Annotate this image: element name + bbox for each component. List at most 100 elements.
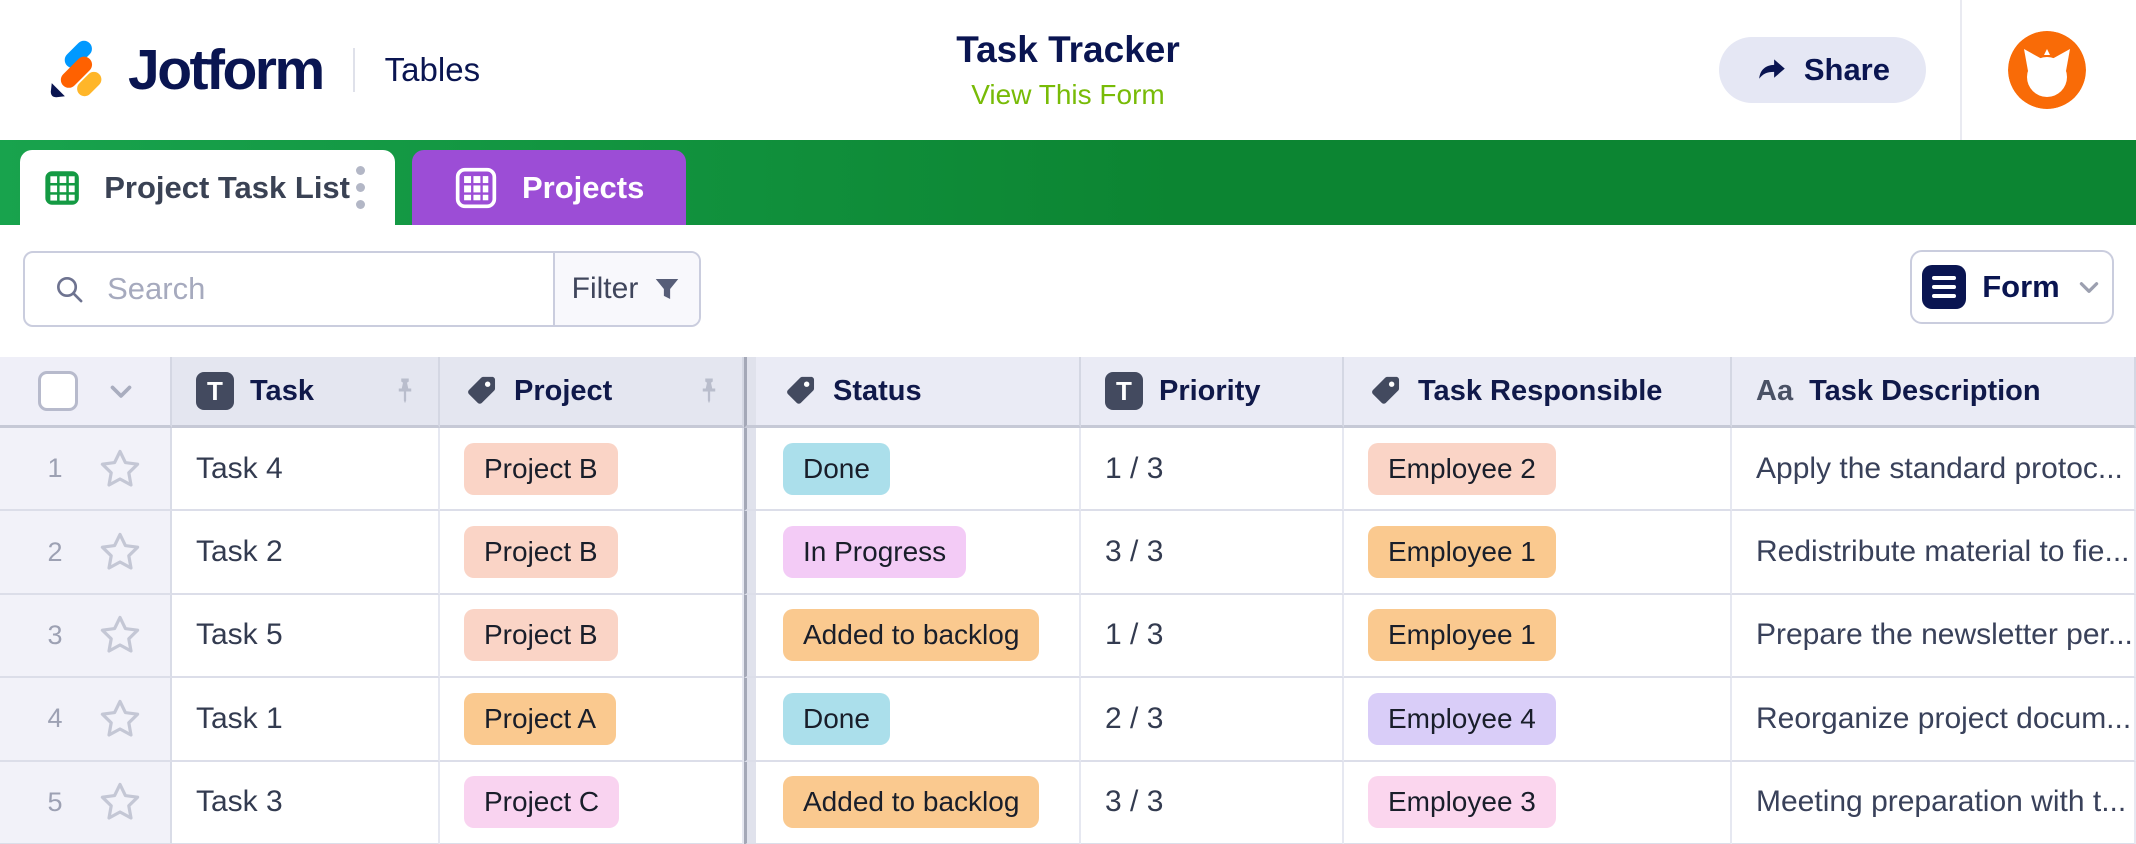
table-grid-icon <box>455 167 497 208</box>
search-input[interactable] <box>107 271 553 307</box>
cell-task[interactable]: Task 4 <box>172 428 440 512</box>
cell-description[interactable]: Reorganize project docum... <box>1732 678 2136 762</box>
filter-funnel-icon <box>656 279 679 299</box>
pin-icon[interactable] <box>390 376 420 406</box>
chevron-down-icon <box>2079 282 2098 293</box>
column-header-project[interactable]: Project <box>440 357 744 428</box>
filter-label: Filter <box>571 272 639 305</box>
cell-description[interactable]: Redistribute material to fie... <box>1732 511 2136 595</box>
row-gutter: 1 <box>0 428 172 512</box>
star-icon[interactable] <box>96 611 144 659</box>
column-label: Task <box>250 374 314 407</box>
share-button[interactable]: Share <box>1718 37 1926 103</box>
column-header-status[interactable]: Status <box>744 357 1081 428</box>
jotform-logo[interactable]: Jotform <box>48 37 325 103</box>
toolbar: Filter Form <box>0 225 2136 357</box>
status-badge: Added to backlog <box>783 609 1040 662</box>
text-column-icon: T <box>1105 372 1143 410</box>
project-badge: Project A <box>464 692 617 745</box>
star-icon[interactable] <box>96 445 144 493</box>
share-arrow-icon <box>1759 59 1785 79</box>
pin-icon[interactable] <box>694 376 724 406</box>
column-header-priority[interactable]: T Priority <box>1081 357 1344 428</box>
avatar[interactable] <box>2008 31 2086 109</box>
cell-priority[interactable]: 3 / 3 <box>1081 511 1344 595</box>
row-gutter: 3 <box>0 594 172 679</box>
column-label: Status <box>833 374 922 407</box>
tab-label: Projects <box>522 169 645 205</box>
cell-priority[interactable]: 2 / 3 <box>1081 678 1344 762</box>
cell-description[interactable]: Meeting preparation with t... <box>1732 761 2136 844</box>
cell-responsible[interactable]: Employee 4 <box>1344 678 1732 762</box>
text-column-icon: T <box>196 372 234 410</box>
cell-status[interactable]: Done <box>744 428 1081 512</box>
cell-priority[interactable]: 3 / 3 <box>1081 761 1344 844</box>
cell-description[interactable]: Prepare the newsletter per... <box>1732 594 2136 679</box>
column-label: Priority <box>1159 374 1261 407</box>
page-title: Task Tracker <box>956 29 1180 70</box>
cell-status[interactable]: Added to backlog <box>744 761 1081 844</box>
jotform-logo-icon <box>50 40 102 98</box>
responsible-badge: Employee 3 <box>1368 776 1556 829</box>
row-number: 1 <box>47 453 63 484</box>
tab-projects[interactable]: Projects <box>412 150 687 225</box>
project-badge: Project C <box>464 776 620 829</box>
cell-responsible[interactable]: Employee 3 <box>1344 761 1732 844</box>
column-label: Task Responsible <box>1418 374 1663 407</box>
view-this-form-link[interactable]: View This Form <box>971 79 1165 110</box>
column-label: Project <box>514 374 613 407</box>
tag-column-icon <box>787 376 815 404</box>
select-all-checkbox[interactable] <box>38 371 78 411</box>
cell-responsible[interactable]: Employee 1 <box>1344 594 1732 679</box>
cell-status[interactable]: Done <box>744 678 1081 762</box>
cell-responsible[interactable]: Employee 1 <box>1344 511 1732 595</box>
form-view-icon <box>1922 265 1967 309</box>
cell-project[interactable]: Project B <box>440 594 744 679</box>
column-header-task[interactable]: T Task <box>172 357 440 428</box>
tab-menu-kebab-icon[interactable] <box>350 160 371 215</box>
project-badge: Project B <box>464 526 618 579</box>
cell-status[interactable]: In Progress <box>744 511 1081 595</box>
column-header-task-responsible[interactable]: Task Responsible <box>1344 357 1732 428</box>
cell-task[interactable]: Task 1 <box>172 678 440 762</box>
responsible-badge: Employee 4 <box>1368 692 1556 745</box>
filter-button[interactable]: Filter <box>553 253 699 325</box>
cell-priority[interactable]: 1 / 3 <box>1081 594 1344 679</box>
cell-status[interactable]: Added to backlog <box>744 594 1081 679</box>
chevron-down-icon[interactable] <box>104 374 138 408</box>
search-icon <box>57 276 83 303</box>
status-badge: Added to backlog <box>783 776 1040 829</box>
form-view-label: Form <box>1982 269 2060 304</box>
column-header-task-description[interactable]: Aa Task Description <box>1732 357 2136 428</box>
responsible-badge: Employee 2 <box>1368 442 1556 495</box>
cell-responsible[interactable]: Employee 2 <box>1344 428 1732 512</box>
responsible-badge: Employee 1 <box>1368 526 1556 579</box>
cell-priority[interactable]: 1 / 3 <box>1081 428 1344 512</box>
search-control: Filter <box>23 251 701 327</box>
star-icon[interactable] <box>96 528 144 576</box>
select-all-header <box>0 357 172 428</box>
project-badge: Project B <box>464 609 618 662</box>
tab-project-task-list[interactable]: Project Task List <box>20 150 395 225</box>
column-label: Task Description <box>1809 374 2041 407</box>
view-selector-form-button[interactable]: Form <box>1910 250 2114 324</box>
search-area <box>25 253 553 325</box>
tab-label: Project Task List <box>104 169 350 205</box>
cell-project[interactable]: Project A <box>440 678 744 762</box>
tag-column-icon <box>468 376 496 404</box>
cell-description[interactable]: Apply the standard protoc... <box>1732 428 2136 512</box>
cell-task[interactable]: Task 2 <box>172 511 440 595</box>
cell-task[interactable]: Task 3 <box>172 761 440 844</box>
star-icon[interactable] <box>96 778 144 826</box>
cell-project[interactable]: Project C <box>440 761 744 844</box>
star-icon[interactable] <box>96 695 144 743</box>
cell-project[interactable]: Project B <box>440 511 744 595</box>
row-number: 5 <box>47 786 63 817</box>
status-badge: Done <box>783 442 890 495</box>
cell-project[interactable]: Project B <box>440 428 744 512</box>
tag-column-icon <box>1372 376 1400 404</box>
cell-task[interactable]: Task 5 <box>172 594 440 679</box>
status-badge: Done <box>783 692 890 745</box>
sheet-tab-bar: Project Task List Projects <box>0 140 2136 225</box>
topbar-right: Share <box>1718 0 2086 140</box>
